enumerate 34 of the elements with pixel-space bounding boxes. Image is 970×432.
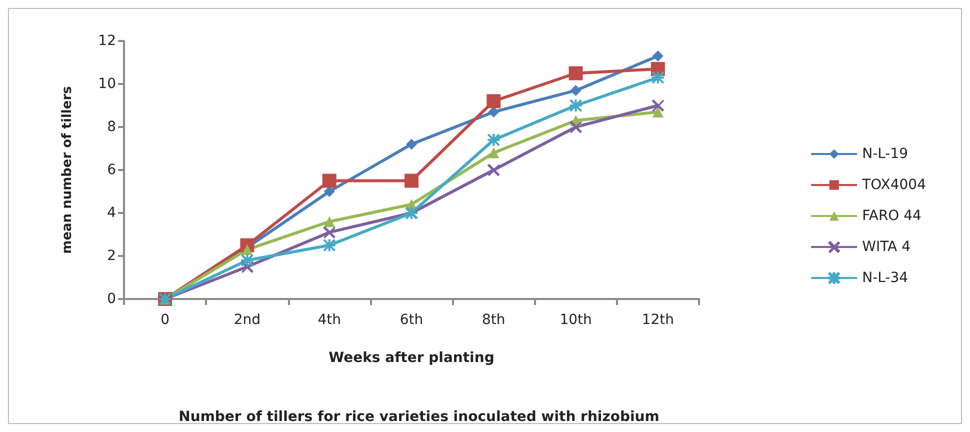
x-tick-label: 4th — [318, 312, 341, 328]
y-tick-label: 4 — [107, 205, 116, 221]
point — [568, 66, 583, 80]
point — [406, 138, 417, 150]
text: Number of tillers for rice varieties inoculated with rhizobium — [178, 409, 660, 425]
point — [488, 147, 500, 158]
legend-label: N-L-34 — [862, 270, 908, 286]
x-tick-label: 10th — [560, 312, 592, 328]
legend-label: FARO 44 — [862, 208, 922, 224]
legend-label: WITA 4 — [862, 239, 911, 255]
x-tick-label: 8th — [482, 312, 506, 328]
x-tick-label: 6th — [400, 312, 424, 328]
point — [404, 174, 418, 188]
x-tick-label: 2nd — [234, 312, 261, 328]
y-tick-label: 12 — [98, 33, 116, 49]
point — [242, 244, 253, 256]
point — [486, 94, 501, 108]
x-axis-title: Weeks after planting — [328, 350, 494, 366]
y-tick-label: 2 — [107, 248, 116, 264]
point — [322, 174, 336, 188]
point — [652, 50, 664, 62]
y-tick-label: 10 — [98, 76, 116, 92]
point — [324, 186, 335, 197]
point — [652, 106, 664, 118]
x-tick-label: 12th — [642, 312, 674, 328]
legend-label: TOX4004 — [861, 177, 926, 193]
point — [570, 84, 582, 96]
y-tick-label: 6 — [107, 162, 116, 178]
y-tick-label: 0 — [107, 291, 116, 307]
y-axis-title: mean number of tillers — [60, 86, 75, 254]
legend-label: N-L-19 — [862, 146, 908, 162]
y-tick-label: 8 — [107, 119, 116, 135]
point — [324, 216, 335, 228]
x-tick-label: 0 — [160, 312, 170, 328]
